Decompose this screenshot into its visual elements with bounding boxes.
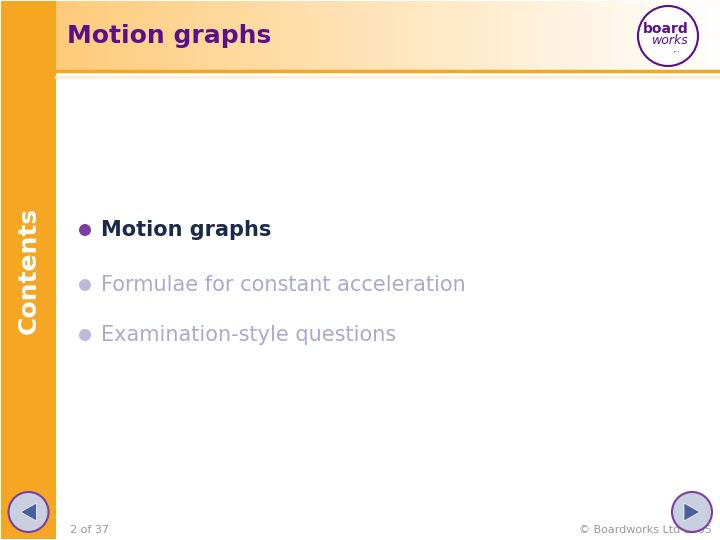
Bar (381, 1, 388, 71)
Bar (255, 1, 262, 71)
Bar (606, 1, 613, 71)
Text: 2 of 37: 2 of 37 (70, 525, 109, 535)
Bar (487, 1, 494, 71)
Bar (248, 1, 256, 71)
Bar (308, 1, 315, 71)
Bar (156, 1, 163, 71)
Bar (712, 1, 719, 71)
Bar (195, 1, 202, 71)
Bar (122, 1, 130, 71)
Bar (282, 1, 289, 71)
Bar (63, 1, 70, 71)
Text: Motion graphs: Motion graphs (67, 24, 271, 48)
Bar (301, 1, 308, 71)
Bar (480, 1, 487, 71)
Bar (573, 1, 580, 71)
Bar (520, 1, 527, 71)
Bar (546, 1, 554, 71)
Circle shape (9, 492, 48, 532)
Bar (534, 1, 541, 71)
Bar (414, 1, 421, 71)
Bar (328, 1, 335, 71)
Text: Formulae for constant acceleration: Formulae for constant acceleration (101, 275, 466, 295)
Bar (434, 1, 441, 71)
Circle shape (638, 6, 698, 66)
Text: ...: ... (672, 44, 680, 53)
Bar (600, 1, 607, 71)
Bar (567, 1, 574, 71)
Bar (242, 1, 249, 71)
Bar (321, 1, 328, 71)
Polygon shape (20, 503, 37, 521)
Bar (202, 1, 209, 71)
Bar (215, 1, 222, 71)
Text: board: board (643, 22, 689, 36)
Bar (686, 1, 693, 71)
Bar (507, 1, 514, 71)
Bar (288, 1, 295, 71)
Bar (69, 1, 76, 71)
Bar (527, 1, 534, 71)
Bar (427, 1, 434, 71)
Bar (460, 1, 467, 71)
Bar (706, 1, 713, 71)
Bar (235, 1, 242, 71)
Bar (335, 1, 341, 71)
Polygon shape (684, 503, 700, 521)
Bar (209, 1, 215, 71)
Circle shape (79, 329, 91, 341)
Bar (613, 1, 620, 71)
Bar (580, 1, 587, 71)
Bar (474, 1, 481, 71)
Bar (182, 1, 189, 71)
Bar (135, 1, 143, 71)
Bar (513, 1, 521, 71)
Bar (228, 1, 235, 71)
Bar (341, 1, 348, 71)
Text: © Boardworks Ltd 2005: © Boardworks Ltd 2005 (579, 525, 712, 535)
Bar (129, 1, 136, 71)
Bar (96, 1, 103, 71)
Bar (593, 1, 600, 71)
Bar (699, 1, 706, 71)
Text: Contents: Contents (17, 206, 40, 334)
Bar (467, 1, 474, 71)
Bar (394, 1, 401, 71)
Bar (560, 1, 567, 71)
Text: works: works (652, 35, 688, 48)
Bar (540, 1, 547, 71)
Bar (354, 1, 361, 71)
Bar (401, 1, 408, 71)
Bar (679, 1, 686, 71)
Bar (116, 1, 123, 71)
Bar (368, 1, 374, 71)
Bar (420, 1, 428, 71)
Bar (408, 1, 415, 71)
Bar (626, 1, 634, 71)
Bar (56, 1, 63, 71)
Bar (454, 1, 461, 71)
Bar (500, 1, 508, 71)
Bar (447, 1, 454, 71)
Bar (586, 1, 593, 71)
Bar (275, 1, 282, 71)
Bar (666, 1, 673, 71)
Bar (553, 1, 560, 71)
Text: Examination-style questions: Examination-style questions (101, 325, 396, 345)
Bar (1, 1, 56, 539)
Bar (89, 1, 96, 71)
Bar (693, 1, 700, 71)
Bar (109, 1, 116, 71)
Bar (374, 1, 382, 71)
Bar (76, 1, 83, 71)
Bar (142, 1, 149, 71)
Bar (168, 1, 176, 71)
Bar (83, 1, 90, 71)
Bar (315, 1, 322, 71)
Bar (261, 1, 269, 71)
Circle shape (79, 279, 91, 291)
Circle shape (79, 224, 91, 236)
Bar (646, 1, 653, 71)
Bar (653, 1, 660, 71)
